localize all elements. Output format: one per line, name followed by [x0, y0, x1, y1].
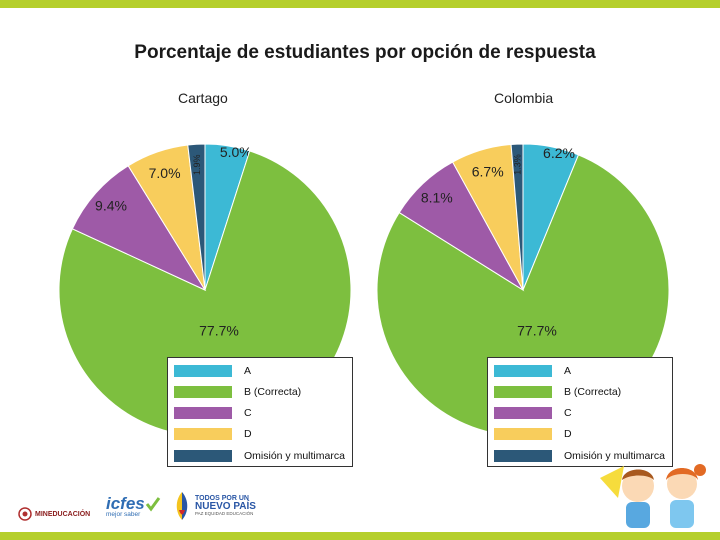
legend-label-c: C — [244, 407, 252, 419]
icfes-logo: icfes mejor saber — [106, 494, 162, 530]
legend-item-a: A — [494, 364, 571, 378]
pie-slice-cartago-c — [71, 165, 207, 292]
legend-label-d: D — [564, 428, 572, 440]
legend-swatch-b — [494, 386, 552, 398]
legend-label-omision: Omisión y multimarca — [564, 450, 665, 462]
icfes-tagline: mejor saber — [106, 511, 141, 518]
legend-item-a: A — [174, 364, 251, 378]
girl-face — [667, 469, 697, 499]
legend-swatch-a — [174, 365, 232, 377]
pie-label-cartago-b: 77.7% — [199, 323, 239, 339]
legend-swatch-omision — [494, 450, 552, 462]
legend-label-c: C — [564, 407, 572, 419]
gobierno-line-3: PAZ EQUIDAD EDUCACIÓN — [195, 511, 254, 517]
legend-label-omision: Omisión y multimarca — [244, 450, 345, 462]
legend-item-d: D — [494, 427, 572, 441]
gobierno-logo: TODOS POR UN NUEVO PAÍS PAZ EQUIDAD EDUC… — [172, 488, 262, 524]
legend-label-d: D — [244, 428, 252, 440]
boy-hair — [622, 469, 654, 480]
pie-label-cartago-c: 9.4% — [95, 198, 127, 214]
pie-label-colombia-b: 77.7% — [517, 323, 557, 339]
legend-swatch-c — [494, 407, 552, 419]
top-accent-bar — [0, 0, 720, 8]
legend-item-d: D — [174, 427, 252, 441]
boy-face — [622, 470, 654, 502]
bottom-accent-bar — [0, 532, 720, 540]
girl-pigtail — [694, 464, 706, 476]
chart-title: Porcentaje de estudiantes por opción de … — [134, 42, 596, 63]
legend-colombia: A B (Correcta) C D Omisión y multimarca — [487, 357, 673, 467]
legend-cartago: A B (Correcta) C D Omisión y multimarca — [167, 357, 353, 467]
pie-label-cartago-d: 7.0% — [149, 165, 181, 181]
legend-item-b: B (Correcta) — [174, 385, 301, 399]
gobierno-line-2: NUEVO PAÍS — [195, 501, 256, 513]
mineducacion-logo: MINEDUCACIÓN — [18, 496, 98, 532]
colombia-flag-icon — [176, 492, 188, 520]
legend-swatch-b — [174, 386, 232, 398]
coat-of-arms-icon — [18, 507, 32, 521]
legend-label-b: B (Correcta) — [244, 386, 302, 398]
boy-shirt — [626, 502, 650, 528]
legend-label-a: A — [244, 365, 252, 377]
legend-item-c: C — [494, 406, 572, 420]
legend-swatch-a — [494, 365, 552, 377]
legend-label-b: B (Correcta) — [564, 386, 622, 398]
pie-label-cartago-a: 5.0% — [220, 144, 252, 160]
legend-item-b: B (Correcta) — [494, 385, 621, 399]
check-icon — [145, 497, 160, 512]
girl-dress — [670, 500, 694, 528]
pencil-shape — [600, 466, 624, 498]
legend-item-c: C — [174, 406, 252, 420]
chart-subtitle-colombia: Colombia — [494, 90, 554, 106]
children-illustration — [600, 464, 706, 528]
pie-label-cartago-omision: 1.9% — [192, 154, 202, 175]
girl-hair — [666, 468, 698, 480]
pie-label-colombia-c: 8.1% — [421, 189, 453, 205]
legend-item-omision: Omisión y multimarca — [174, 449, 345, 463]
legend-item-omision: Omisión y multimarca — [494, 449, 665, 463]
icfes-text: icfes — [106, 494, 145, 513]
pie-label-colombia-a: 6.2% — [543, 145, 575, 161]
legend-swatch-d — [494, 428, 552, 440]
pie-slice-cartago-omision — [187, 143, 206, 291]
pie-slice-colombia-omision — [510, 143, 524, 291]
legend-label-a: A — [564, 365, 572, 377]
pie-label-colombia-d: 6.7% — [472, 163, 504, 179]
mineducacion-text: MINEDUCACIÓN — [35, 510, 91, 518]
legend-swatch-d — [174, 428, 232, 440]
pie-label-colombia-omision: 1.3% — [512, 154, 522, 175]
chart-subtitle-cartago: Cartago — [178, 90, 228, 106]
legend-swatch-omision — [174, 450, 232, 462]
legend-swatch-c — [174, 407, 232, 419]
gobierno-line-1: TODOS POR UN — [195, 495, 249, 503]
